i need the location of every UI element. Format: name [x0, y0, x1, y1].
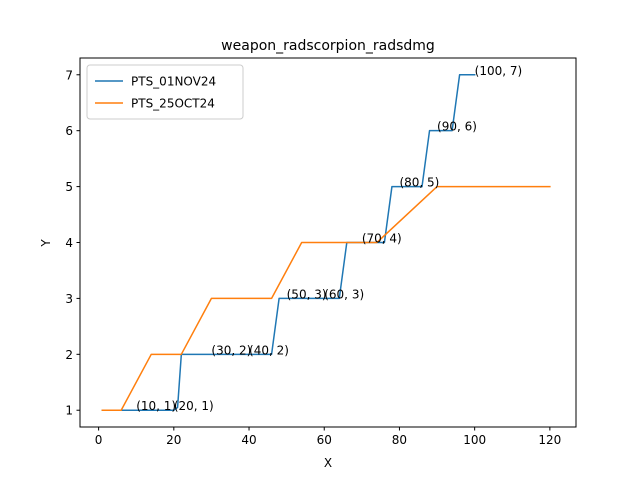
legend-label: PTS_01NOV24	[131, 75, 216, 89]
y-tick-label: 3	[65, 292, 73, 306]
x-tick-label: 80	[392, 433, 407, 447]
data-annotation: (70, 4)	[362, 232, 402, 246]
data-annotation: (60, 3)	[324, 287, 364, 301]
y-axis: 1 2 3 4 5 6 7	[65, 68, 80, 418]
legend: PTS_01NOV24 PTS_25OCT24	[86, 64, 244, 120]
legend-label: PTS_25OCT24	[131, 97, 215, 111]
x-axis-label: X	[324, 456, 332, 470]
data-annotation: (40, 2)	[249, 343, 289, 357]
y-tick-label: 5	[65, 180, 73, 194]
data-annotation: (30, 2)	[211, 343, 251, 357]
data-annotation: (10, 1)	[136, 399, 176, 413]
annotation-layer: (10, 1)(20, 1) (30, 2)(40, 2) (50, 3)(60, …	[136, 64, 522, 413]
data-annotation: (50, 3)	[287, 287, 327, 301]
y-tick-label: 6	[65, 124, 73, 138]
x-axis: 0 20 40 60 80 100 120	[95, 427, 561, 447]
data-annotation: (80, 5)	[399, 176, 439, 190]
legend-box	[86, 64, 244, 120]
data-annotation: (90, 6)	[437, 120, 477, 134]
y-tick-label: 2	[65, 348, 73, 362]
x-tick-label: 60	[317, 433, 332, 447]
x-tick-label: 100	[463, 433, 486, 447]
series-line-2	[101, 185, 551, 411]
chart-title: weapon_radscorpion_radsdmg	[221, 38, 435, 54]
x-tick-label: 0	[95, 433, 103, 447]
data-annotation: (100, 7)	[475, 64, 523, 78]
x-tick-label: 120	[538, 433, 561, 447]
series-layer	[101, 74, 551, 411]
y-tick-label: 1	[65, 404, 73, 418]
y-axis-label: Y	[39, 239, 53, 248]
y-tick-label: 7	[65, 68, 73, 82]
x-tick-label: 20	[166, 433, 181, 447]
series-line-1	[101, 74, 476, 411]
y-tick-label: 4	[65, 236, 73, 250]
data-annotation: (20, 1)	[174, 399, 214, 413]
x-tick-label: 40	[241, 433, 256, 447]
